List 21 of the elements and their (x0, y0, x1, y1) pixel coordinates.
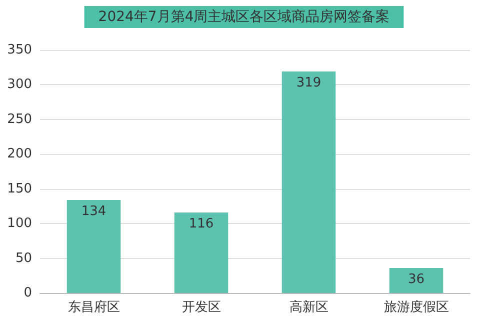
y-tick-label: 0 (24, 286, 32, 300)
data-label: 319 (296, 76, 322, 91)
bar (389, 268, 444, 293)
data-label: 134 (81, 204, 106, 219)
y-tick-label: 250 (7, 112, 32, 127)
bar (174, 212, 228, 293)
x-tick-label: 高新区 (289, 299, 328, 315)
bar (282, 72, 336, 293)
x-tick-label: 东昌府区 (68, 299, 120, 315)
y-tick-label: 100 (7, 216, 32, 232)
y-tick-label: 50 (15, 250, 32, 266)
y-tick-label: 200 (7, 146, 32, 162)
x-tick-label: 开发区 (182, 300, 221, 315)
y-tick-label: 300 (7, 77, 32, 92)
data-label: 36 (408, 272, 425, 288)
chart-title: 2024年7月第4周主城区各区域商品房网签备案 (98, 8, 390, 25)
data-label: 116 (188, 216, 214, 232)
y-tick-label: 150 (7, 181, 32, 196)
bar (66, 200, 121, 293)
x-tick-label: 旅游度假区 (384, 299, 449, 315)
y-tick-label: 350 (7, 42, 32, 58)
